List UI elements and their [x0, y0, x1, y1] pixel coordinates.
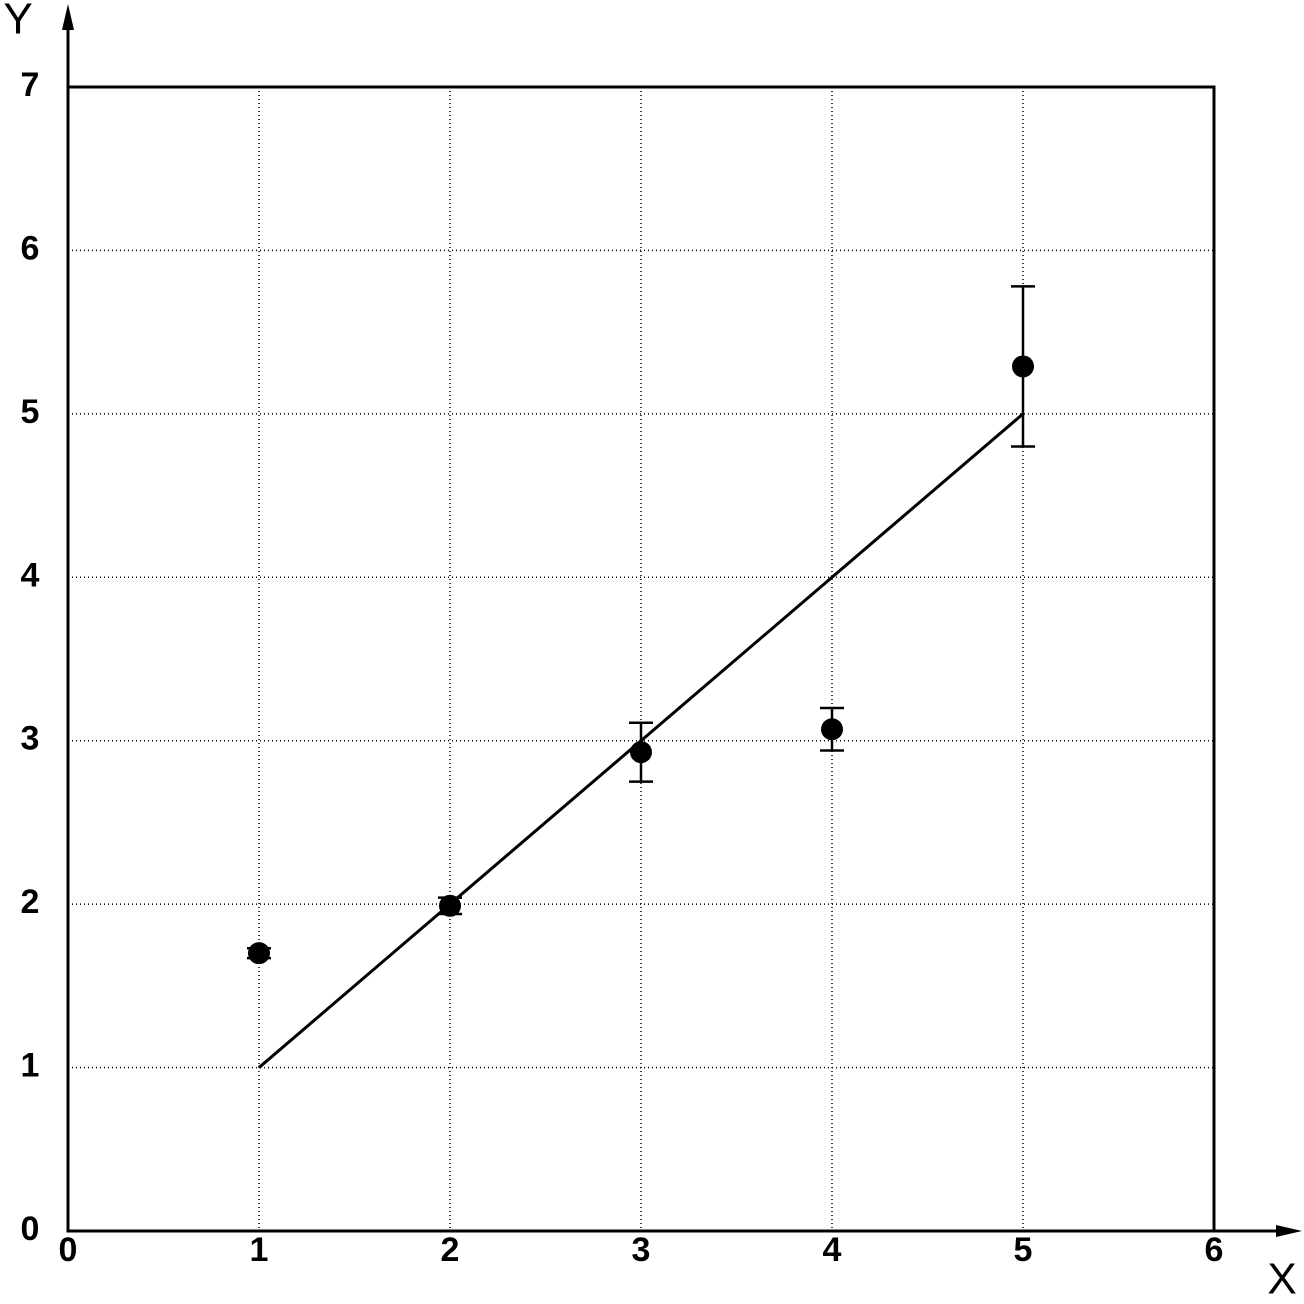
x-tick-label: 5	[1014, 1231, 1033, 1269]
y-axis-label: Y	[3, 0, 32, 44]
x-tick-label: 4	[823, 1231, 842, 1269]
y-axis-arrow	[62, 4, 74, 30]
data-point	[630, 741, 652, 764]
data-point	[248, 942, 270, 965]
x-axis-arrow	[1276, 1225, 1302, 1237]
x-tick-label: 3	[632, 1231, 651, 1269]
y-tick-label: 2	[21, 883, 40, 921]
data-point	[1012, 355, 1034, 378]
y-tick-label: 4	[21, 556, 40, 594]
x-axis-label: X	[1267, 1255, 1296, 1304]
y-tick-label: 1	[21, 1047, 40, 1085]
y-tick-label: 0	[21, 1210, 40, 1248]
x-tick-label: 1	[250, 1231, 269, 1269]
y-tick-label: 6	[21, 229, 40, 267]
fit-line	[258, 412, 1024, 1069]
x-tick-label: 2	[441, 1231, 460, 1269]
x-tick-label: 0	[59, 1231, 78, 1269]
y-tick-label: 3	[21, 720, 40, 758]
x-tick-label: 6	[1205, 1231, 1224, 1269]
data-point	[821, 718, 843, 741]
y-tick-label: 7	[21, 66, 40, 104]
y-tick-label: 5	[21, 393, 40, 431]
